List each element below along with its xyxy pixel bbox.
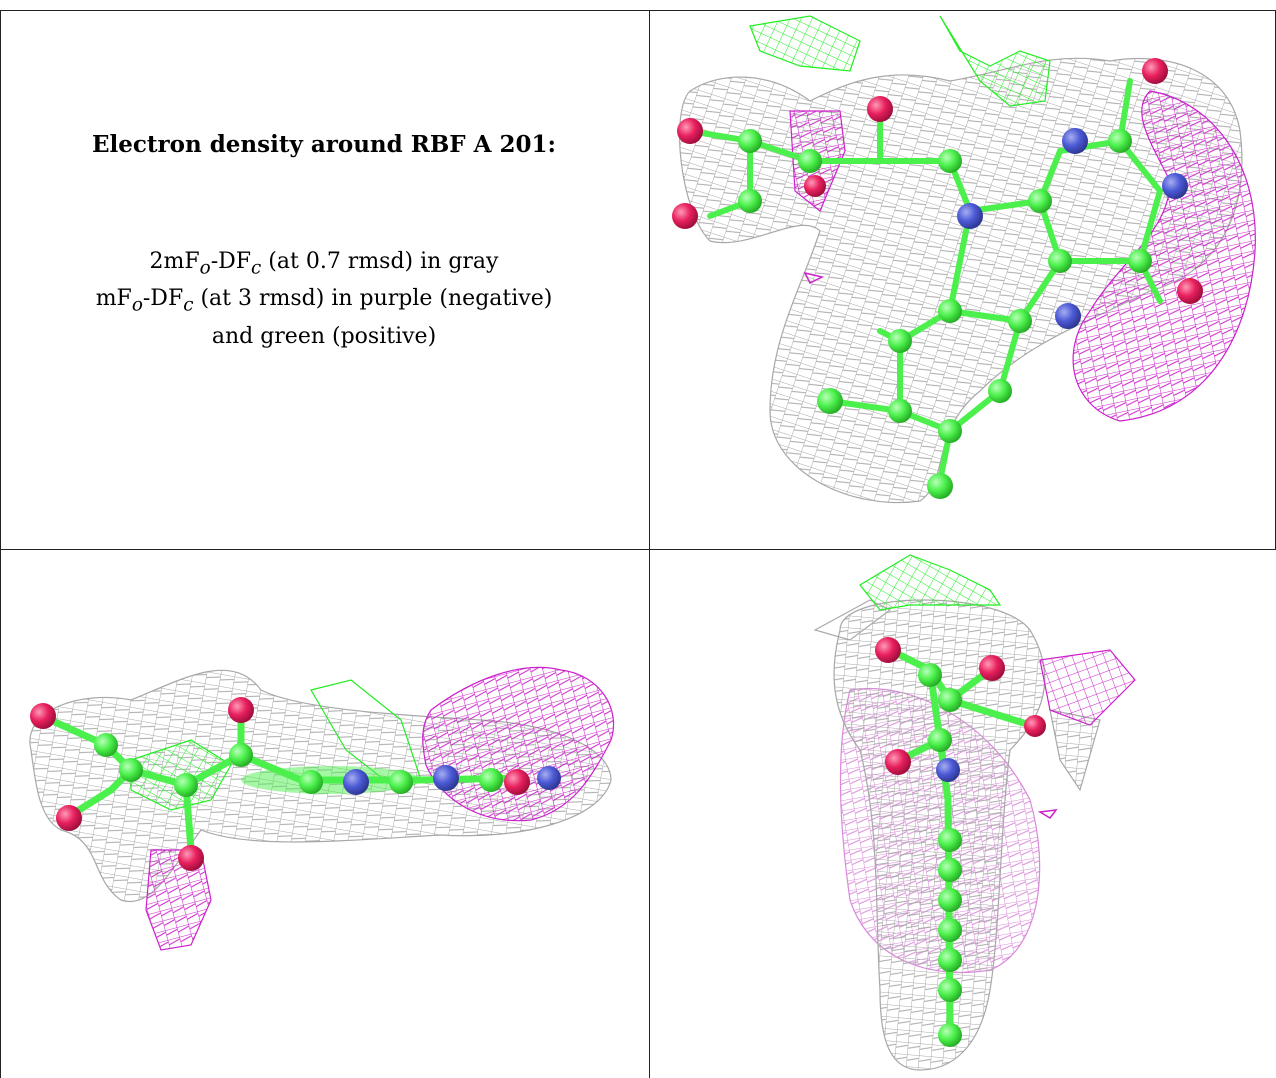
carbon-atom (1028, 189, 1052, 213)
carbon-atom (1008, 309, 1032, 333)
carbon-atom (94, 733, 118, 757)
oxygen-atom (885, 749, 911, 775)
green-density-mesh-a (749, 15, 861, 72)
carbon-atom (119, 758, 143, 782)
carbon-atom (1048, 249, 1072, 273)
frame-left (0, 10, 1, 1078)
gray-density-mesh-frag (813, 599, 892, 641)
nitrogen-atom (957, 203, 983, 229)
carbon-atom (229, 743, 253, 767)
edge-on-atoms (875, 637, 1046, 1047)
oxygen-atom (504, 769, 530, 795)
caption-legend: 2mFo-DFc (at 0.7 rmsd) in gray mFo-DFc (… (0, 246, 648, 352)
carbon-atom (1108, 129, 1132, 153)
oxygen-atom (1024, 715, 1046, 737)
carbon-atom (918, 663, 942, 687)
carbon-atom (389, 770, 413, 794)
face-on-atoms (672, 58, 1203, 499)
oxygen-atom (672, 203, 698, 229)
carbon-atom (817, 388, 843, 414)
oxygen-atom (228, 697, 254, 723)
oxygen-atom (867, 96, 893, 122)
carbon-atom (888, 399, 912, 423)
frame-horizontal-divider (0, 549, 1276, 550)
carbon-atom (738, 189, 762, 213)
caption-title: Electron density around RBF A 201: (92, 131, 556, 158)
oxygen-atom (677, 118, 703, 144)
carbon-atom (798, 149, 822, 173)
carbon-atom (938, 888, 962, 912)
green-density-mesh-b (939, 15, 1051, 107)
frame-vertical-divider (649, 10, 650, 1078)
nitrogen-atom (433, 765, 459, 791)
carbon-atom (938, 419, 962, 443)
purple-density-speck (803, 271, 825, 285)
nitrogen-atom (1062, 128, 1088, 154)
carbon-atom (738, 129, 762, 153)
carbon-atom (938, 918, 962, 942)
nitrogen-atom (537, 766, 561, 790)
nitrogen-atom (343, 769, 369, 795)
carbon-atom (938, 948, 962, 972)
oxygen-atom (30, 703, 56, 729)
edge-on-molecule-figure (813, 554, 1136, 1071)
nitrogen-atom (1055, 303, 1081, 329)
carbon-atom (299, 770, 323, 794)
density-panel-edge-on (650, 550, 1275, 1078)
carbon-atom (174, 773, 198, 797)
purple-density-mesh-right (1039, 649, 1136, 726)
green-density-mesh-top (859, 554, 1002, 611)
carbon-atom (928, 728, 952, 752)
nitrogen-atom (1162, 173, 1188, 199)
carbon-atom (888, 329, 912, 353)
carbon-atom (938, 688, 962, 712)
legend-line-gray: 2mFo-DFc (at 0.7 rmsd) in gray (149, 249, 499, 279)
oxygen-atom (56, 805, 82, 831)
side-view-atoms (30, 697, 561, 871)
carbon-atom (938, 299, 962, 323)
carbon-atom (988, 379, 1012, 403)
purple-density-speck (1037, 809, 1058, 819)
ring-atoms-blur (241, 766, 421, 794)
oxygen-atom (979, 655, 1005, 681)
oxygen-atom (875, 637, 901, 663)
carbon-atom (938, 858, 962, 882)
carbon-atom (938, 978, 962, 1002)
carbon-atom (479, 768, 503, 792)
oxygen-atom (804, 175, 826, 197)
carbon-atom (938, 149, 962, 173)
oxygen-atom (178, 845, 204, 871)
oxygen-atom (1142, 58, 1168, 84)
density-panel-side (1, 550, 649, 1078)
side-view-molecule-figure (29, 666, 615, 951)
frame-top (0, 10, 1276, 11)
carbon-atom (927, 473, 953, 499)
carbon-atom (1128, 249, 1152, 273)
legend-line-green: and green (positive) (211, 323, 437, 349)
carbon-atom (938, 828, 962, 852)
carbon-atom (938, 1023, 962, 1047)
oxygen-atom (1177, 278, 1203, 304)
nitrogen-atom (936, 758, 960, 782)
face-on-molecule-figure (672, 15, 1256, 504)
legend-line-purple: mFo-DFc (at 3 rmsd) in purple (negative) (95, 286, 553, 316)
caption-cell: Electron density around RBF A 201: 2mFo-… (0, 11, 648, 549)
density-panel-face-on (650, 11, 1275, 549)
